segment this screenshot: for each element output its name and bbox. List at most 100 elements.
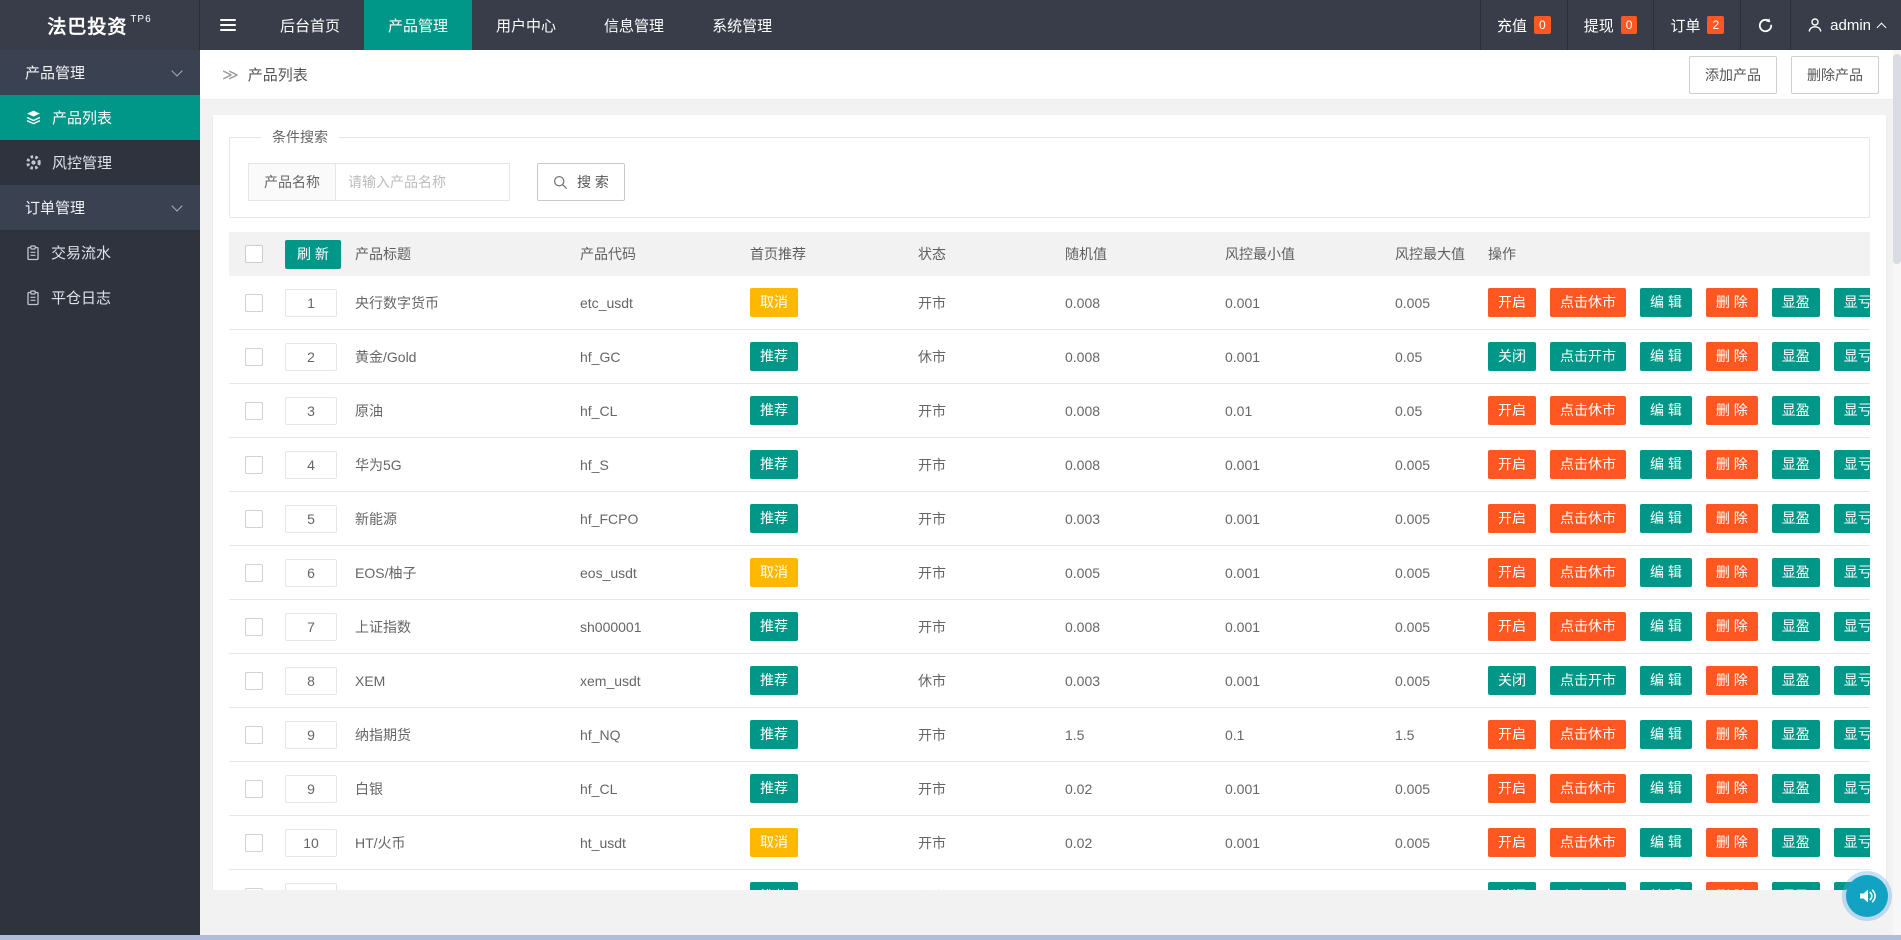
row-checkbox[interactable] <box>245 888 263 891</box>
row-checkbox[interactable] <box>245 348 263 366</box>
show-loss-button[interactable]: 显亏 <box>1834 504 1870 533</box>
row-checkbox[interactable] <box>245 294 263 312</box>
tab-dashboard[interactable]: 后台首页 <box>256 0 364 50</box>
show-loss-button[interactable]: 显亏 <box>1834 774 1870 803</box>
sort-order-input[interactable] <box>285 667 337 695</box>
show-loss-button[interactable]: 显亏 <box>1834 612 1870 641</box>
delete-button[interactable]: 删 除 <box>1706 450 1758 479</box>
show-profit-button[interactable]: 显盈 <box>1772 450 1820 479</box>
row-checkbox[interactable] <box>245 402 263 420</box>
recommend-badge[interactable]: 推荐 <box>750 396 798 425</box>
recommend-badge[interactable]: 推荐 <box>750 504 798 533</box>
toggle-market-button[interactable]: 点击开市 <box>1550 666 1626 695</box>
delete-button[interactable]: 删 除 <box>1706 342 1758 371</box>
toggle-status-button[interactable]: 关闭 <box>1488 666 1536 695</box>
toggle-status-button[interactable]: 开启 <box>1488 612 1536 641</box>
recommend-badge[interactable]: 推荐 <box>750 720 798 749</box>
horizontal-scrollbar[interactable] <box>0 935 1901 940</box>
sort-order-input[interactable] <box>285 289 337 317</box>
sort-order-input[interactable] <box>285 343 337 371</box>
show-profit-button[interactable]: 显盈 <box>1772 288 1820 317</box>
sidebar-item-close-log[interactable]: 平仓日志 <box>0 275 200 320</box>
show-loss-button[interactable]: 显亏 <box>1834 288 1870 317</box>
recommend-badge[interactable]: 推荐 <box>750 612 798 641</box>
tab-user-center[interactable]: 用户中心 <box>472 0 580 50</box>
sidebar-group-order-management[interactable]: 订单管理 <box>0 185 200 230</box>
show-profit-button[interactable]: 显盈 <box>1772 882 1820 890</box>
delete-button[interactable]: 删 除 <box>1706 288 1758 317</box>
sort-order-input[interactable] <box>285 829 337 857</box>
delete-button[interactable]: 删 除 <box>1706 882 1758 890</box>
sort-order-input[interactable] <box>285 721 337 749</box>
row-checkbox[interactable] <box>245 510 263 528</box>
toggle-market-button[interactable]: 点击开市 <box>1550 882 1626 890</box>
sidebar-group-product-management[interactable]: 产品管理 <box>0 50 200 95</box>
show-loss-button[interactable]: 显亏 <box>1834 558 1870 587</box>
delete-button[interactable]: 删 除 <box>1706 612 1758 641</box>
show-profit-button[interactable]: 显盈 <box>1772 828 1820 857</box>
select-all-checkbox[interactable] <box>245 245 263 263</box>
delete-button[interactable]: 删 除 <box>1706 720 1758 749</box>
cancel-recommend-badge[interactable]: 取消 <box>750 288 798 317</box>
recommend-badge[interactable]: 推荐 <box>750 342 798 371</box>
scrollbar-thumb[interactable] <box>1893 54 1901 264</box>
show-loss-button[interactable]: 显亏 <box>1834 396 1870 425</box>
edit-button[interactable]: 编 辑 <box>1640 396 1692 425</box>
row-checkbox[interactable] <box>245 456 263 474</box>
edit-button[interactable]: 编 辑 <box>1640 612 1692 641</box>
cancel-recommend-badge[interactable]: 取消 <box>750 558 798 587</box>
toggle-status-button[interactable]: 开启 <box>1488 504 1536 533</box>
row-checkbox[interactable] <box>245 834 263 852</box>
toggle-status-button[interactable]: 开启 <box>1488 396 1536 425</box>
edit-button[interactable]: 编 辑 <box>1640 720 1692 749</box>
edit-button[interactable]: 编 辑 <box>1640 450 1692 479</box>
toggle-market-button[interactable]: 点击休市 <box>1550 612 1626 641</box>
show-profit-button[interactable]: 显盈 <box>1772 558 1820 587</box>
show-profit-button[interactable]: 显盈 <box>1772 774 1820 803</box>
withdraw-stat[interactable]: 提现 0 <box>1567 0 1654 50</box>
product-name-input[interactable] <box>336 163 510 201</box>
show-loss-button[interactable]: 显亏 <box>1834 666 1870 695</box>
show-loss-button[interactable]: 显亏 <box>1834 450 1870 479</box>
search-button[interactable]: 搜 索 <box>537 163 625 201</box>
sidebar-item-risk-management[interactable]: 风控管理 <box>0 140 200 185</box>
edit-button[interactable]: 编 辑 <box>1640 882 1692 890</box>
show-profit-button[interactable]: 显盈 <box>1772 342 1820 371</box>
sidebar-item-trade-flow[interactable]: 交易流水 <box>0 230 200 275</box>
row-checkbox[interactable] <box>245 780 263 798</box>
toggle-market-button[interactable]: 点击休市 <box>1550 504 1626 533</box>
tab-product-management[interactable]: 产品管理 <box>364 0 472 50</box>
recommend-badge[interactable]: 推荐 <box>750 666 798 695</box>
edit-button[interactable]: 编 辑 <box>1640 828 1692 857</box>
recharge-stat[interactable]: 充值 0 <box>1480 0 1567 50</box>
row-checkbox[interactable] <box>245 618 263 636</box>
delete-button[interactable]: 删 除 <box>1706 666 1758 695</box>
toggle-market-button[interactable]: 点击休市 <box>1550 450 1626 479</box>
show-loss-button[interactable]: 显亏 <box>1834 342 1870 371</box>
row-checkbox[interactable] <box>245 564 263 582</box>
delete-button[interactable]: 删 除 <box>1706 828 1758 857</box>
toggle-market-button[interactable]: 点击休市 <box>1550 288 1626 317</box>
delete-product-button[interactable]: 删除产品 <box>1791 56 1879 94</box>
show-profit-button[interactable]: 显盈 <box>1772 612 1820 641</box>
toggle-market-button[interactable]: 点击开市 <box>1550 342 1626 371</box>
collapse-sidebar-button[interactable] <box>200 0 256 50</box>
refresh-page-button[interactable] <box>1740 0 1790 50</box>
delete-button[interactable]: 删 除 <box>1706 774 1758 803</box>
add-product-button[interactable]: 添加产品 <box>1689 56 1777 94</box>
edit-button[interactable]: 编 辑 <box>1640 342 1692 371</box>
delete-button[interactable]: 删 除 <box>1706 396 1758 425</box>
toggle-status-button[interactable]: 开启 <box>1488 450 1536 479</box>
edit-button[interactable]: 编 辑 <box>1640 288 1692 317</box>
delete-button[interactable]: 删 除 <box>1706 504 1758 533</box>
user-menu[interactable]: admin <box>1790 0 1901 50</box>
show-profit-button[interactable]: 显盈 <box>1772 504 1820 533</box>
sort-order-input[interactable] <box>285 883 337 891</box>
show-profit-button[interactable]: 显盈 <box>1772 720 1820 749</box>
sort-order-input[interactable] <box>285 505 337 533</box>
edit-button[interactable]: 编 辑 <box>1640 558 1692 587</box>
recommend-badge[interactable]: 推荐 <box>750 882 798 890</box>
edit-button[interactable]: 编 辑 <box>1640 666 1692 695</box>
toggle-market-button[interactable]: 点击休市 <box>1550 774 1626 803</box>
toggle-market-button[interactable]: 点击休市 <box>1550 396 1626 425</box>
